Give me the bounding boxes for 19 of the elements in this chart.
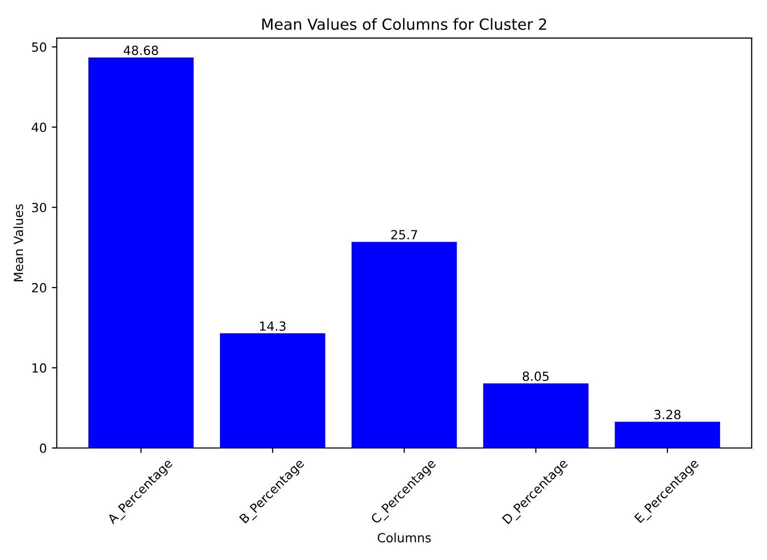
chart-title: Mean Values of Columns for Cluster 2	[262, 18, 546, 30]
y-tick-label: 40	[32, 122, 46, 132]
data-label: 25.7	[391, 230, 418, 240]
bar	[614, 422, 720, 448]
bar	[220, 333, 326, 448]
data-label: 48.68	[124, 46, 158, 56]
data-label: 8.05	[522, 372, 549, 381]
y-tick-label: 10	[32, 363, 46, 373]
y-tick-label: 50	[32, 42, 46, 52]
bar	[483, 383, 588, 448]
data-label: 3.28	[654, 410, 680, 420]
bar	[352, 242, 457, 448]
data-label: 14.3	[260, 321, 286, 331]
y-tick-label: 30	[32, 202, 46, 212]
y-tick-label: 0	[40, 443, 46, 453]
bar	[88, 57, 194, 448]
y-axis-title: Mean Values	[13, 204, 24, 282]
y-tick-label: 20	[32, 283, 46, 292]
x-axis-title: Columns	[378, 532, 431, 542]
